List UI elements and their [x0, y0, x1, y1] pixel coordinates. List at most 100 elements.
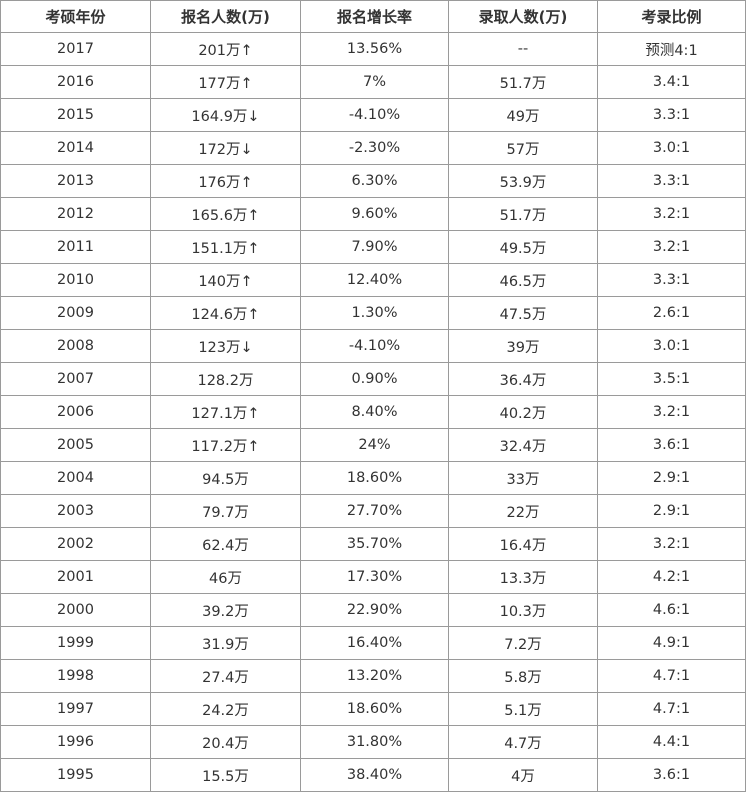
cell-ratio: 3.3:1 [597, 164, 746, 198]
cell-year: 2015 [0, 98, 151, 132]
cell-ratio: 3.0:1 [597, 329, 746, 363]
table-row: 2004 94.5万 18.60% 33万 2.9:1 [0, 461, 746, 495]
cell-admitted: 47.5万 [448, 296, 598, 330]
table-row: 1998 27.4万 13.20% 5.8万 4.7:1 [0, 659, 746, 693]
cell-ratio: 3.6:1 [597, 428, 746, 462]
table-row: 2008 123万↓ -4.10% 39万 3.0:1 [0, 329, 746, 363]
cell-ratio: 4.6:1 [597, 593, 746, 627]
table-row: 2015 164.9万↓ -4.10% 49万 3.3:1 [0, 98, 746, 132]
cell-admitted: 57万 [448, 131, 598, 165]
cell-growth-rate: 13.56% [300, 32, 449, 66]
cell-growth-rate: 13.20% [300, 659, 449, 693]
cell-admitted: 49.5万 [448, 230, 598, 264]
cell-applicants: 79.7万 [150, 494, 301, 528]
cell-ratio: 4.7:1 [597, 659, 746, 693]
table-row: 2003 79.7万 27.70% 22万 2.9:1 [0, 494, 746, 528]
cell-admitted: 39万 [448, 329, 598, 363]
table-row: 2007 128.2万 0.90% 36.4万 3.5:1 [0, 362, 746, 396]
table-row: 2006 127.1万↑ 8.40% 40.2万 3.2:1 [0, 395, 746, 429]
table-row: 1999 31.9万 16.40% 7.2万 4.9:1 [0, 626, 746, 660]
cell-year: 2001 [0, 560, 151, 594]
table-row: 1997 24.2万 18.60% 5.1万 4.7:1 [0, 692, 746, 726]
cell-year: 2006 [0, 395, 151, 429]
cell-growth-rate: 7% [300, 65, 449, 99]
cell-applicants: 20.4万 [150, 725, 301, 759]
cell-year: 1997 [0, 692, 151, 726]
cell-ratio: 3.4:1 [597, 65, 746, 99]
cell-ratio: 2.9:1 [597, 461, 746, 495]
cell-year: 2012 [0, 197, 151, 231]
cell-year: 2005 [0, 428, 151, 462]
cell-growth-rate: 31.80% [300, 725, 449, 759]
cell-admitted: 36.4万 [448, 362, 598, 396]
header-growth-rate: 报名增长率 [300, 0, 449, 33]
cell-growth-rate: 18.60% [300, 692, 449, 726]
cell-applicants: 127.1万↑ [150, 395, 301, 429]
cell-applicants: 39.2万 [150, 593, 301, 627]
cell-growth-rate: 16.40% [300, 626, 449, 660]
cell-ratio: 2.6:1 [597, 296, 746, 330]
cell-year: 2007 [0, 362, 151, 396]
cell-admitted: 32.4万 [448, 428, 598, 462]
table-row: 2001 46万 17.30% 13.3万 4.2:1 [0, 560, 746, 594]
cell-admitted: 7.2万 [448, 626, 598, 660]
cell-applicants: 176万↑ [150, 164, 301, 198]
cell-growth-rate: 27.70% [300, 494, 449, 528]
cell-growth-rate: 1.30% [300, 296, 449, 330]
cell-ratio: 预测4:1 [597, 32, 746, 66]
cell-growth-rate: 0.90% [300, 362, 449, 396]
cell-growth-rate: -4.10% [300, 329, 449, 363]
cell-applicants: 151.1万↑ [150, 230, 301, 264]
cell-admitted: 46.5万 [448, 263, 598, 297]
cell-admitted: 13.3万 [448, 560, 598, 594]
table-row: 2013 176万↑ 6.30% 53.9万 3.3:1 [0, 164, 746, 198]
cell-growth-rate: 8.40% [300, 395, 449, 429]
cell-year: 1996 [0, 725, 151, 759]
cell-ratio: 3.2:1 [597, 197, 746, 231]
cell-applicants: 94.5万 [150, 461, 301, 495]
cell-admitted: 51.7万 [448, 197, 598, 231]
cell-growth-rate: 38.40% [300, 758, 449, 792]
header-applicants: 报名人数(万) [150, 0, 301, 33]
cell-ratio: 2.9:1 [597, 494, 746, 528]
cell-ratio: 3.3:1 [597, 98, 746, 132]
cell-applicants: 128.2万 [150, 362, 301, 396]
cell-growth-rate: 6.30% [300, 164, 449, 198]
cell-applicants: 165.6万↑ [150, 197, 301, 231]
table-row: 2011 151.1万↑ 7.90% 49.5万 3.2:1 [0, 230, 746, 264]
cell-applicants: 140万↑ [150, 263, 301, 297]
cell-year: 2011 [0, 230, 151, 264]
header-ratio: 考录比例 [597, 0, 746, 33]
cell-admitted: 51.7万 [448, 65, 598, 99]
cell-ratio: 4.2:1 [597, 560, 746, 594]
cell-ratio: 3.0:1 [597, 131, 746, 165]
cell-year: 2010 [0, 263, 151, 297]
header-row: 考硕年份 报名人数(万) 报名增长率 录取人数(万) 考录比例 [0, 0, 746, 33]
cell-year: 2009 [0, 296, 151, 330]
cell-applicants: 15.5万 [150, 758, 301, 792]
cell-growth-rate: -4.10% [300, 98, 449, 132]
cell-ratio: 4.7:1 [597, 692, 746, 726]
cell-applicants: 31.9万 [150, 626, 301, 660]
cell-admitted: 5.1万 [448, 692, 598, 726]
cell-admitted: 10.3万 [448, 593, 598, 627]
cell-year: 2016 [0, 65, 151, 99]
cell-ratio: 3.5:1 [597, 362, 746, 396]
table-header: 考硕年份 报名人数(万) 报名增长率 录取人数(万) 考录比例 [0, 0, 746, 33]
cell-admitted: 4.7万 [448, 725, 598, 759]
cell-ratio: 4.4:1 [597, 725, 746, 759]
table-row: 2016 177万↑ 7% 51.7万 3.4:1 [0, 65, 746, 99]
cell-ratio: 3.6:1 [597, 758, 746, 792]
cell-admitted: -- [448, 32, 598, 66]
cell-admitted: 49万 [448, 98, 598, 132]
cell-admitted: 16.4万 [448, 527, 598, 561]
table-row: 2012 165.6万↑ 9.60% 51.7万 3.2:1 [0, 197, 746, 231]
cell-applicants: 117.2万↑ [150, 428, 301, 462]
table-row: 2000 39.2万 22.90% 10.3万 4.6:1 [0, 593, 746, 627]
cell-growth-rate: 9.60% [300, 197, 449, 231]
cell-ratio: 4.9:1 [597, 626, 746, 660]
cell-year: 1999 [0, 626, 151, 660]
header-year: 考硕年份 [0, 0, 151, 33]
cell-growth-rate: 22.90% [300, 593, 449, 627]
cell-year: 2000 [0, 593, 151, 627]
